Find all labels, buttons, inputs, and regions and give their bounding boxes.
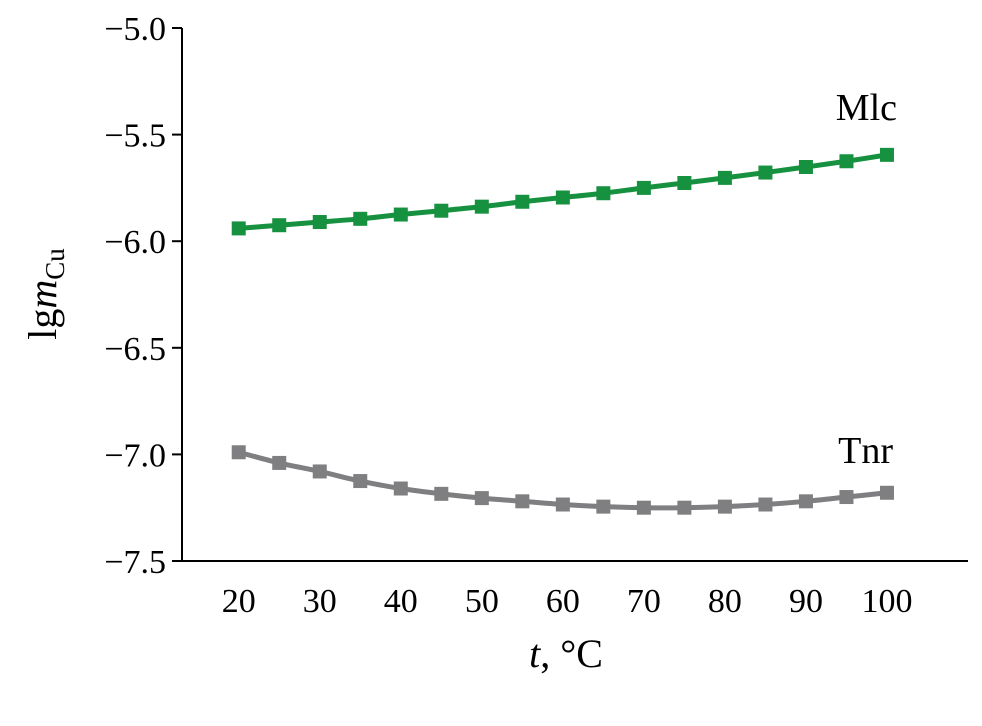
y-axis-title: lgmCu [20, 248, 70, 340]
data-point-mlc [474, 199, 489, 214]
x-tick-label: 100 [861, 583, 912, 620]
data-point-tnr [636, 500, 651, 515]
x-axis-title: t, °C [529, 631, 603, 676]
data-point-mlc [555, 190, 570, 205]
data-point-tnr [434, 486, 449, 501]
y-tick-label: −6.5 [104, 331, 166, 368]
y-tick-label: −7.0 [104, 437, 166, 474]
data-point-tnr [596, 499, 611, 514]
data-point-mlc [839, 154, 854, 169]
data-point-mlc [434, 203, 449, 218]
data-point-tnr [677, 500, 692, 515]
x-axis-title-variable: t [529, 631, 541, 676]
data-point-mlc [231, 221, 246, 236]
data-point-mlc [272, 218, 287, 233]
data-point-mlc [758, 165, 773, 180]
data-point-tnr [515, 494, 530, 509]
x-ticks: 20 30 40 50 60 70 80 90 100 [222, 583, 913, 620]
data-point-mlc [353, 211, 368, 226]
data-point-mlc [515, 194, 530, 209]
data-point-mlc [879, 147, 894, 162]
data-point-mlc [677, 175, 692, 190]
x-tick-label: 40 [384, 583, 418, 620]
data-point-tnr [393, 481, 408, 496]
data-point-tnr [798, 494, 813, 509]
data-point-tnr [758, 497, 773, 512]
y-axis-title-subscript: Cu [40, 248, 70, 280]
data-point-tnr [474, 491, 489, 506]
y-tick-label: −5.5 [104, 118, 166, 155]
x-tick-label: 70 [627, 583, 661, 620]
y-axis-title-prefix: lg [20, 309, 65, 340]
data-point-tnr [272, 455, 287, 470]
data-point-tnr [839, 490, 854, 505]
y-axis-title-variable: m [20, 280, 65, 309]
x-tick-label: 90 [789, 583, 823, 620]
data-point-mlc [393, 207, 408, 222]
series-label-tnr: Tnr [838, 430, 893, 472]
x-tick-label: 80 [708, 583, 742, 620]
x-tick-label: 50 [465, 583, 499, 620]
data-point-tnr [353, 474, 368, 489]
y-ticks: −5.0 −5.5 −6.0 −6.5 −7.0 −7.5 [104, 11, 182, 581]
data-point-tnr [312, 464, 327, 479]
x-tick-label: 60 [546, 583, 580, 620]
series-layer [231, 147, 894, 515]
x-tick-label: 20 [222, 583, 256, 620]
data-point-tnr [879, 485, 894, 500]
data-point-mlc [717, 170, 732, 185]
data-point-mlc [798, 160, 813, 175]
data-point-mlc [312, 215, 327, 230]
y-tick-label: −5.0 [104, 11, 166, 48]
x-tick-label: 30 [303, 583, 337, 620]
data-point-tnr [231, 445, 246, 460]
x-axis-title-unit: , °C [540, 631, 603, 676]
series-label-mlc: Mlc [836, 87, 897, 129]
data-point-mlc [596, 186, 611, 201]
y-tick-label: −6.0 [104, 224, 166, 261]
data-point-tnr [555, 497, 570, 512]
data-point-mlc [636, 180, 651, 195]
data-point-tnr [717, 499, 732, 514]
y-tick-label: −7.5 [104, 544, 166, 581]
